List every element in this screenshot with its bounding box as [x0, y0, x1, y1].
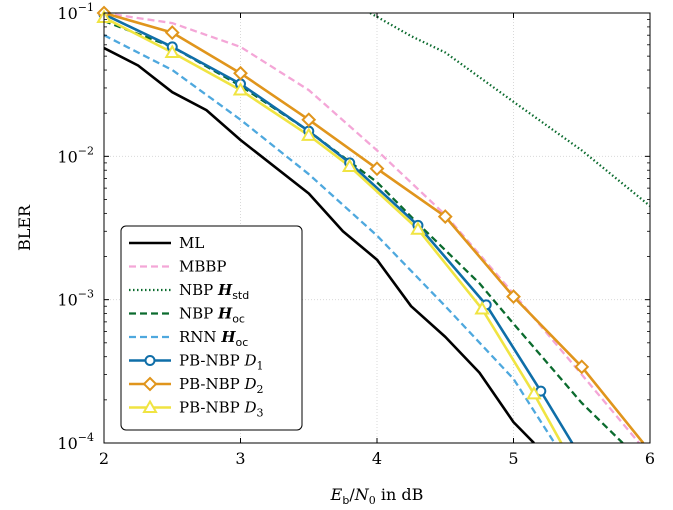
- legend-label-3: NBP Hoc: [179, 305, 245, 326]
- data-point-6: [574, 359, 590, 375]
- legend-marker-7: [142, 399, 158, 413]
- data-point-7: [232, 82, 249, 96]
- y-tick-label: 10−2: [57, 144, 94, 166]
- legend-label-0: ML: [179, 234, 204, 252]
- data-point-6: [369, 161, 385, 177]
- data-point-6: [437, 209, 453, 224]
- x-tick-label: 4: [372, 449, 382, 468]
- tick-labels: 2 3 4 5 6 10−1 10−2 10−3 10−4: [57, 1, 655, 468]
- y-tick-label: 10−4: [57, 431, 94, 453]
- series-line-0: [104, 46, 535, 443]
- legend-marker-6: [142, 376, 158, 392]
- y-axis-label: BLER: [15, 204, 34, 251]
- data-point-7: [410, 221, 426, 235]
- x-tick-label: 5: [508, 449, 518, 468]
- x-tick-label: 2: [99, 449, 109, 468]
- data-point-6: [233, 65, 248, 81]
- legend-label-2: NBP Hstd: [179, 281, 249, 302]
- legend-label-1: MBBP: [179, 258, 227, 276]
- data-point-6: [301, 112, 317, 128]
- series-line-4: [104, 34, 556, 443]
- data-point-7: [301, 127, 317, 141]
- legend-box: [120, 225, 303, 431]
- data-point-6: [506, 289, 521, 305]
- x-tick-label: 3: [235, 449, 245, 468]
- data-point-6: [164, 25, 180, 41]
- x-tick-label: 6: [645, 449, 655, 468]
- marker-layer: [96, 5, 590, 400]
- axis-ticks: [103, 12, 651, 444]
- legend-label-4: RNN Hoc: [179, 328, 248, 349]
- legend-label-7: PB-NBP D3: [179, 399, 264, 420]
- data-point-7: [474, 301, 490, 315]
- data-point-7: [526, 385, 542, 400]
- data-point-7: [164, 44, 180, 59]
- x-axis-label: Eb/N0 in dB: [330, 485, 424, 507]
- series-line-1: [104, 13, 640, 443]
- y-tick-label: 10−1: [57, 1, 94, 23]
- legend-label-6: PB-NBP D2: [179, 375, 264, 396]
- legend-label-5: PB-NBP D1: [179, 352, 264, 373]
- y-tick-label: 10−3: [57, 288, 94, 310]
- legend-marker-5: [144, 355, 156, 366]
- data-point-7: [341, 158, 358, 172]
